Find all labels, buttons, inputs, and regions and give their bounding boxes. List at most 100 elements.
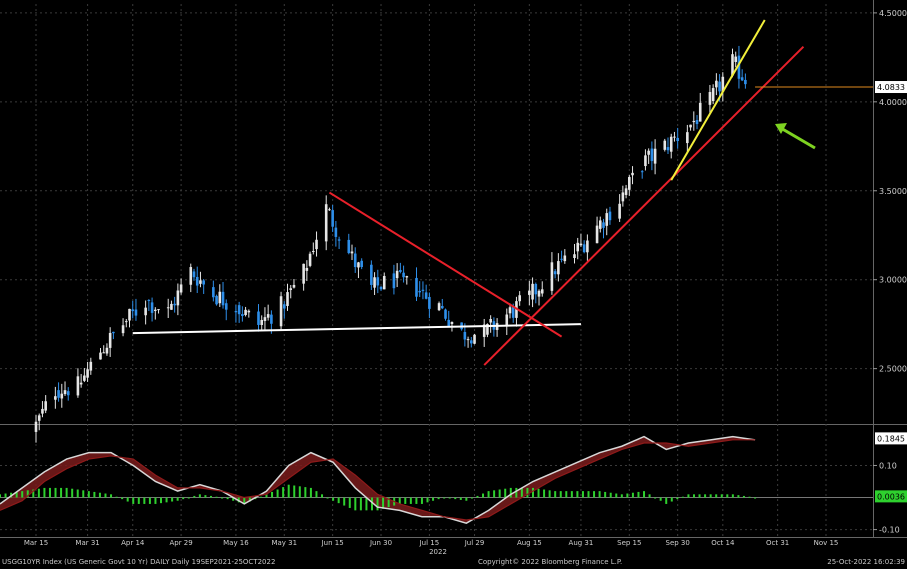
histogram-bar — [354, 497, 357, 511]
histogram-bar — [276, 489, 279, 498]
x-tick-label: Nov 15 — [814, 539, 839, 547]
histogram-bar — [670, 497, 673, 502]
histogram-bar — [526, 487, 529, 498]
candle-down — [331, 210, 334, 227]
histogram-bar — [304, 487, 307, 498]
histogram-bar — [32, 489, 35, 498]
histogram-bar — [182, 497, 185, 500]
candle-up — [508, 307, 512, 314]
histogram-bar — [187, 497, 190, 499]
histogram-bar — [176, 497, 179, 501]
candle-down — [334, 227, 338, 237]
candle-up — [60, 393, 64, 399]
histogram-bar — [626, 493, 629, 498]
histogram-bar — [404, 497, 407, 504]
candle-up — [218, 291, 222, 304]
candle-up — [692, 120, 696, 123]
candle-up — [686, 132, 689, 144]
candle-up — [86, 369, 89, 378]
candle-up — [189, 267, 193, 285]
candle-down — [440, 306, 444, 309]
histogram-bar — [259, 496, 262, 498]
price-panel: 2.5000 3.0000 3.5000 4.0000 4.5000 4.0833 — [0, 0, 907, 537]
candle-up — [144, 307, 147, 316]
histogram-bar — [648, 494, 651, 498]
candle-down — [202, 280, 205, 285]
candle-down — [740, 77, 744, 81]
candle-up — [312, 251, 315, 253]
osc-last-value-tag — [875, 490, 907, 503]
histogram-bar — [742, 495, 745, 498]
x-tick-label: Apr 14 — [121, 539, 145, 547]
candle-up — [540, 289, 544, 294]
x-tick-label: Jun 15 — [321, 539, 344, 547]
candle-down — [360, 260, 363, 268]
histogram-bar — [665, 497, 668, 504]
candle-up — [395, 270, 399, 279]
candle-down — [392, 273, 396, 289]
candle-down — [602, 222, 605, 228]
candle-up — [734, 56, 738, 62]
candle-up — [518, 295, 521, 302]
osc-line-slow — [0, 439, 756, 521]
candle-up — [76, 376, 80, 396]
last-price-tag — [875, 81, 907, 94]
histogram-bar — [587, 491, 590, 498]
trendline-uptrend — [483, 45, 805, 366]
candle-up — [170, 303, 173, 310]
candle-up — [595, 225, 599, 244]
candle-up — [302, 263, 305, 284]
candle-up — [557, 261, 560, 275]
histogram-bar — [198, 494, 201, 498]
histogram-bar — [459, 497, 462, 500]
candle-down — [447, 319, 451, 327]
candle-up — [647, 150, 650, 155]
osc-histogram — [0, 484, 757, 511]
histogram-bar — [409, 497, 412, 504]
histogram-bar — [215, 496, 218, 498]
candle-up — [505, 314, 509, 326]
candle-down — [353, 253, 357, 268]
histogram-bar — [731, 494, 734, 498]
histogram-bar — [365, 497, 368, 511]
histogram-bar — [143, 497, 146, 504]
histogram-bar — [126, 497, 129, 502]
histogram-bar — [398, 497, 401, 504]
candle-down — [553, 271, 557, 275]
histogram-bar — [48, 487, 51, 498]
histogram-bar — [54, 487, 57, 498]
candle-up — [731, 54, 734, 76]
histogram-bar — [604, 491, 607, 498]
candle-up — [199, 280, 202, 284]
histogram-bar — [87, 491, 90, 498]
candle-down — [241, 314, 244, 317]
candle-up — [83, 375, 86, 381]
candle-up — [689, 124, 692, 128]
y-tick-label: 2.5000 — [879, 365, 907, 374]
histogram-bar — [326, 497, 329, 499]
candle-up — [708, 92, 712, 105]
candle-down — [66, 391, 70, 396]
histogram-bar — [687, 494, 690, 498]
histogram-bar — [548, 490, 551, 498]
histogram-bar — [43, 487, 46, 498]
candle-up — [653, 148, 657, 164]
histogram-bar — [698, 494, 701, 498]
histogram-bar — [593, 491, 596, 498]
candle-down — [744, 79, 747, 85]
candle-up — [63, 390, 67, 395]
histogram-bar — [209, 495, 212, 498]
histogram-bar — [93, 491, 96, 498]
histogram-bar — [382, 497, 385, 509]
candle-down — [399, 270, 402, 272]
histogram-bar — [654, 497, 657, 499]
candle-down — [560, 258, 563, 260]
candle-down — [402, 272, 405, 278]
histogram-bar — [132, 497, 135, 504]
histogram-bar — [537, 488, 540, 498]
x-tick-label: Oct 14 — [711, 539, 735, 547]
candle-up — [128, 308, 131, 321]
histogram-bar — [559, 491, 562, 498]
candle-down — [415, 277, 418, 297]
histogram-bar — [576, 491, 579, 498]
